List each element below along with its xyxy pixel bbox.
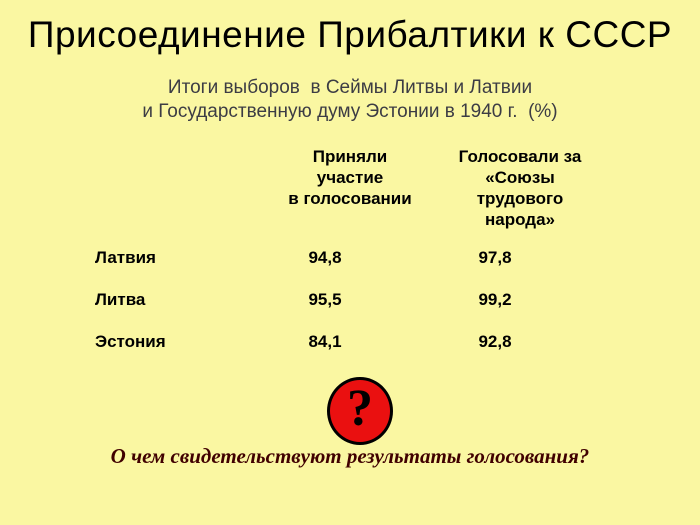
results-table: Приняли участие в голосовании Голосовали… xyxy=(65,146,600,374)
latvia-vote-value: 97,8 xyxy=(478,248,512,267)
table-corner-cell xyxy=(65,146,260,248)
row-label-latvia: Латвия xyxy=(95,248,156,267)
estonia-vote-value: 92,8 xyxy=(478,332,512,351)
row-label-estonia: Эстония xyxy=(95,332,166,351)
latvia-turnout-value: 94,8 xyxy=(308,248,342,267)
slide-subtitle: Итоги выборов в Сеймы Литвы и Латвии и Г… xyxy=(0,76,700,124)
col-header-vote: Голосовали за «Союзы трудового народа» xyxy=(458,147,582,229)
question-mark-icon: ? xyxy=(347,380,373,437)
lithuania-vote-value: 99,2 xyxy=(478,290,512,309)
col-header-turnout: Приняли участие в голосовании xyxy=(288,147,412,208)
question-mark-badge: ? xyxy=(327,377,393,445)
row-label-lithuania: Литва xyxy=(95,290,146,309)
question-text: О чем свидетельствуют результаты голосов… xyxy=(110,444,590,468)
subtitle-line-2: и Государственную думу Эстонии в 1940 г.… xyxy=(142,101,558,122)
slide-title: Присоединение Прибалтики к СССР xyxy=(27,14,673,55)
estonia-turnout-value: 84,1 xyxy=(308,332,342,351)
subtitle-line-1: Итоги выборов в Сеймы Литвы и Латвии xyxy=(167,77,533,98)
lithuania-turnout-value: 95,5 xyxy=(308,290,342,309)
